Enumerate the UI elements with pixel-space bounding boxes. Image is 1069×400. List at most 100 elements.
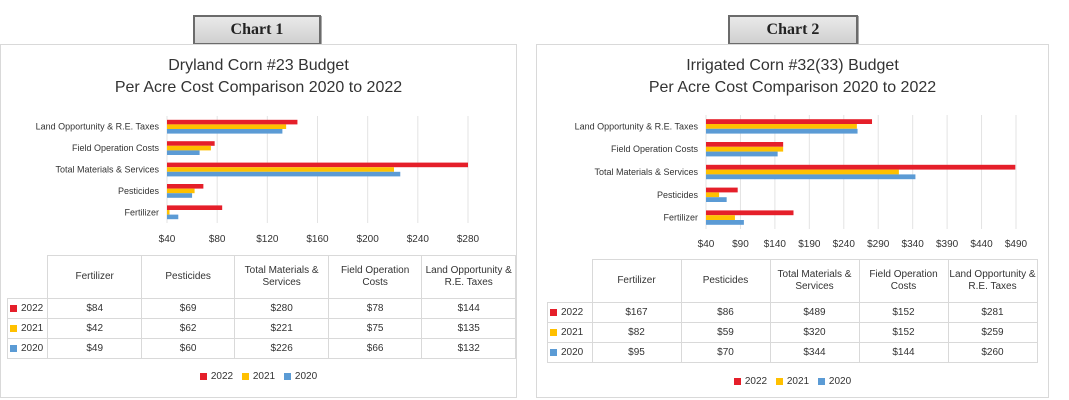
legend-key-2020-icon [550, 348, 557, 356]
bar-2021-fertilizer [167, 210, 170, 215]
table-cell: $344 [769, 342, 860, 363]
bar-2022-total-materials-services [167, 162, 468, 168]
table-cell: $86 [680, 302, 771, 323]
category-label-pesticides: Pesticides [118, 186, 160, 196]
legend-item-2020: 2020 [817, 376, 851, 387]
row-label-2022: 2022 [547, 302, 593, 323]
bar-2021-total-materials-services [167, 167, 395, 172]
chart-2-tab-label: Chart 2 [728, 15, 858, 45]
table-cell: $69 [140, 298, 236, 319]
category-label-fertilizer: Fertilizer [663, 213, 698, 223]
table-row: 2021 $82 $59 $320 $152 $259 [547, 322, 1038, 343]
table-cell: $167 [591, 302, 682, 323]
bar-2022-fertilizer [167, 205, 223, 210]
table-row: 2022 $167 $86 $489 $152 $281 [547, 302, 1038, 323]
table-cell: $320 [769, 322, 860, 343]
legend-item-2022: 2022 [199, 371, 233, 382]
x-tick-label: $90 [732, 239, 749, 250]
category-label-total-materials-services: Total Materials & Services [55, 165, 159, 175]
legend-item-2022: 2022 [733, 376, 767, 387]
legend-swatch-2020-icon [817, 377, 825, 385]
category-label-fertilizer: Fertilizer [124, 207, 159, 217]
bar-2021-total-materials-services [706, 169, 899, 175]
table-cell: $70 [680, 342, 771, 363]
legend-swatch-2021-icon [775, 377, 783, 385]
table-row: 2022 $84 $69 $280 $78 $144 [6, 298, 516, 319]
legend-key-2021-icon [10, 324, 17, 332]
chart-1-panel: Dryland Corn #23 Budget Per Acre Cost Co… [0, 44, 517, 398]
legend-key-2022-icon [550, 308, 557, 316]
legend-key-2022-icon [10, 304, 17, 312]
table-cell: $84 [47, 298, 142, 319]
chart-1-title: Dryland Corn #23 Budget [168, 57, 349, 74]
bar-2022-pesticides [706, 187, 738, 193]
bar-2021-land-opportunity-r-e-taxes [167, 124, 287, 129]
chart-1-plot: $40 $80 $120 $160 $200 $240 $280 Land Opportuni… [36, 116, 480, 245]
table-cell: $152 [858, 322, 949, 343]
x-tick-label: $40 [159, 234, 176, 245]
bar-2021-fertilizer [706, 215, 735, 220]
bar-2022-field-operation-costs [167, 141, 215, 146]
chart-1-legend: 2022 2021 2020 [1, 371, 516, 382]
x-tick-label: $390 [936, 239, 959, 250]
legend-swatch-2021-icon [241, 372, 249, 380]
table-cell: $281 [947, 302, 1038, 323]
x-tick-label: $240 [833, 239, 856, 250]
category-label-total-materials-services: Total Materials & Services [594, 167, 698, 177]
category-label-field-operation-costs: Field Operation Costs [72, 143, 160, 153]
table-row: 2020 $95 $70 $344 $144 $260 [547, 342, 1038, 363]
category-label-land-opportunity-r-e-taxes: Land Opportunity & R.E. Taxes [36, 122, 160, 132]
table-cell: $152 [858, 302, 949, 323]
table-cell: $260 [947, 342, 1038, 363]
bar-2020-total-materials-services [167, 171, 401, 177]
legend-key-2020-icon [10, 344, 17, 352]
table-cell: $42 [47, 318, 142, 339]
table-cell: $489 [769, 302, 860, 323]
table-header-pesticides: Pesticides [680, 259, 771, 303]
row-label-2021: 2021 [6, 318, 49, 339]
x-tick-label: $200 [357, 234, 380, 245]
bar-2020-total-materials-services [706, 174, 916, 180]
table-cell: $259 [947, 322, 1038, 343]
table-cell: $78 [327, 298, 423, 319]
table-row: 2020 $49 $60 $226 $66 $132 [6, 338, 516, 359]
chart-2-plot: $40 $90 $140 $190 $240 $290 $340 $390 $440 $490 La… [575, 115, 1028, 250]
bar-2021-land-opportunity-r-e-taxes [706, 124, 857, 129]
legend-item-2021: 2021 [775, 376, 809, 387]
legend-item-2021: 2021 [241, 371, 275, 382]
table-header-field-operation: Field Operation Costs [858, 259, 949, 303]
x-tick-label: $160 [306, 234, 329, 245]
table-cell: $62 [140, 318, 236, 339]
x-tick-label: $490 [1005, 239, 1028, 250]
x-tick-label: $80 [209, 234, 226, 245]
table-cell: $82 [591, 322, 682, 343]
x-tick-label: $140 [764, 239, 787, 250]
bar-2021-pesticides [167, 188, 195, 194]
legend-key-2021-icon [550, 328, 557, 336]
table-header-land-opportunity: Land Opportunity & R.E. Taxes [421, 255, 516, 299]
bar-2021-field-operation-costs [167, 145, 211, 151]
bar-2022-fertilizer [706, 210, 794, 216]
legend-swatch-2022-icon [733, 377, 741, 385]
bar-2020-land-opportunity-r-e-taxes [706, 128, 858, 134]
legend-swatch-2022-icon [199, 372, 207, 380]
bar-2020-land-opportunity-r-e-taxes [167, 129, 283, 134]
x-tick-label: $290 [867, 239, 890, 250]
table-cell: $280 [234, 298, 329, 319]
table-header-total-materials: Total Materials & Services [234, 255, 329, 299]
bar-2020-pesticides [706, 197, 727, 202]
table-header-land-opportunity: Land Opportunity & R.E. Taxes [947, 259, 1038, 303]
table-cell: $60 [140, 338, 236, 359]
chart-1-data-table: Fertilizer Pesticides Total Materials & … [6, 255, 516, 359]
table-row: 2021 $42 $62 $221 $75 $135 [6, 318, 516, 339]
row-label-2021: 2021 [547, 322, 593, 343]
bar-2020-field-operation-costs [706, 151, 778, 157]
x-tick-label: $190 [798, 239, 821, 250]
table-cell: $144 [421, 298, 516, 319]
chart-2-legend: 2022 2021 2020 [537, 376, 1048, 387]
table-cell: $95 [591, 342, 682, 363]
table-header-fertilizer: Fertilizer [591, 259, 682, 303]
table-header-pesticides: Pesticides [140, 255, 236, 299]
x-tick-label: $280 [457, 234, 480, 245]
category-label-pesticides: Pesticides [657, 190, 699, 200]
